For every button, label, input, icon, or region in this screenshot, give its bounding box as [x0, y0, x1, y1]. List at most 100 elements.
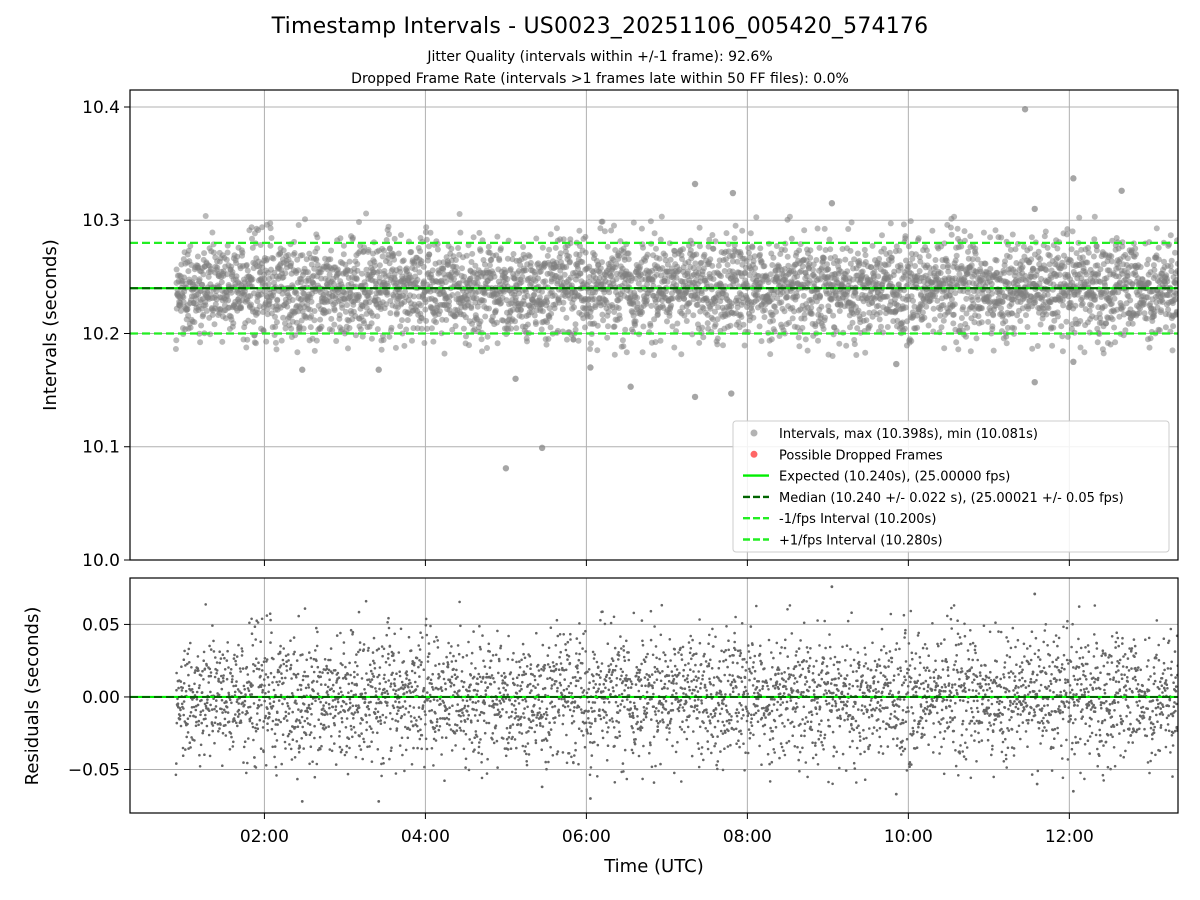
interval-point [591, 252, 598, 258]
interval-point [563, 314, 570, 321]
interval-point [212, 301, 219, 308]
interval-point [757, 251, 763, 258]
interval-point [401, 342, 408, 349]
residual-point [327, 658, 330, 662]
residual-point [222, 679, 225, 683]
residual-point [226, 649, 229, 653]
residual-point [315, 659, 318, 663]
residual-point [186, 717, 190, 720]
interval-point [796, 343, 803, 350]
residual-point [190, 706, 194, 709]
residual-point [338, 686, 342, 690]
interval-point [376, 262, 383, 269]
residual-point [284, 747, 287, 750]
interval-point [710, 245, 717, 252]
interval-point [740, 321, 747, 328]
residual-point [262, 660, 266, 663]
residual-point [228, 698, 232, 702]
residual-point [300, 709, 303, 712]
interval-point [651, 316, 658, 323]
residual-point [246, 673, 250, 676]
interval-point [940, 317, 947, 324]
residual-point [227, 720, 231, 723]
interval-point [603, 299, 610, 306]
interval-point [881, 245, 887, 252]
residual-point [328, 748, 332, 751]
intervals-y-tick-label: 10.4 [82, 98, 120, 118]
residual-point [252, 669, 255, 673]
residual-point [254, 638, 257, 641]
residual-point [287, 712, 291, 715]
interval-point [956, 271, 963, 278]
intervals-y-tick-label: 10.2 [82, 324, 120, 344]
interval-point [1162, 324, 1169, 331]
interval-point [280, 247, 287, 254]
interval-point [987, 234, 994, 241]
residual-point [338, 734, 341, 738]
interval-point [616, 315, 623, 322]
interval-point [1068, 246, 1075, 253]
residual-point [224, 710, 227, 714]
residual-point [268, 702, 272, 705]
interval-point [440, 266, 447, 272]
interval-point [919, 309, 926, 316]
interval-point [244, 267, 251, 274]
residual-point [342, 700, 346, 704]
interval-point [1173, 277, 1178, 284]
residual-point [209, 674, 213, 678]
interval-point [856, 260, 863, 267]
residual-point [220, 674, 223, 678]
interval-point [651, 230, 658, 237]
interval-point [967, 348, 974, 355]
interval-point [1170, 323, 1177, 330]
residual-point [205, 664, 208, 667]
interval-point [869, 300, 876, 306]
residual-point [322, 704, 325, 707]
residual-point [319, 675, 323, 678]
interval-point [518, 313, 525, 320]
residual-point [266, 722, 269, 725]
residual-point [312, 670, 316, 674]
residual-point [229, 672, 232, 675]
interval-point [853, 352, 860, 358]
residual-point [306, 722, 310, 725]
residual-point [341, 677, 345, 680]
residual-point [319, 683, 323, 686]
interval-point [1155, 244, 1162, 251]
interval-point [802, 336, 809, 343]
residual-point [333, 714, 337, 718]
interval-point [992, 227, 999, 234]
residual-point [344, 726, 348, 729]
interval-point [751, 253, 758, 260]
residual-point [285, 660, 288, 663]
interval-point [767, 351, 774, 358]
residual-point [196, 703, 200, 707]
residual-point [274, 718, 278, 721]
residual-point [207, 681, 210, 684]
interval-point [294, 349, 301, 356]
interval-point [526, 253, 533, 260]
residual-point [253, 756, 256, 759]
interval-point [891, 296, 898, 303]
residual-point [313, 724, 316, 728]
residual-point [264, 764, 268, 767]
residual-point [253, 625, 257, 628]
interval-point [508, 325, 514, 332]
interval-point [1049, 342, 1056, 349]
residual-point [186, 722, 189, 726]
residual-point [309, 731, 313, 734]
interval-point [958, 243, 965, 250]
residual-point [264, 714, 268, 718]
residual-point [261, 669, 264, 672]
interval-outlier-point [587, 364, 594, 371]
residual-point [186, 662, 189, 666]
residual-point [204, 603, 207, 606]
interval-point [732, 222, 739, 229]
interval-point [990, 312, 997, 319]
interval-point [374, 313, 381, 320]
interval-point [259, 224, 266, 231]
interval-point [1027, 245, 1034, 252]
interval-point [339, 304, 346, 311]
interval-point [1119, 304, 1126, 311]
interval-point [1064, 333, 1071, 340]
